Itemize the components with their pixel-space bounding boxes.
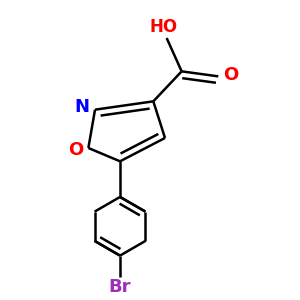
- Text: Br: Br: [109, 278, 131, 296]
- Text: O: O: [68, 141, 83, 159]
- Text: N: N: [75, 98, 90, 116]
- Text: HO: HO: [149, 18, 177, 36]
- Text: O: O: [223, 66, 238, 84]
